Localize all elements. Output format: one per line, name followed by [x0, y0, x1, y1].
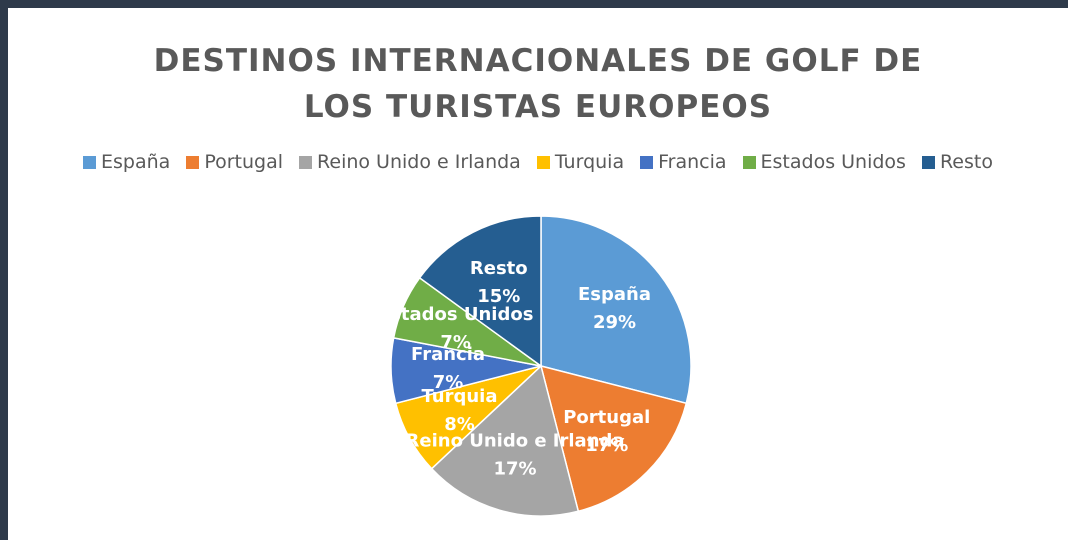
data-label-value: 8%: [444, 414, 475, 435]
data-label-name: Reino Unido e Irlanda: [406, 430, 625, 451]
pie-slice: [539, 364, 688, 513]
legend-label: Turquia: [554, 151, 625, 173]
pie-slice: [430, 364, 580, 517]
data-label-name: Portugal: [563, 407, 650, 428]
legend-swatch: [186, 155, 200, 169]
legend-swatch: [536, 155, 550, 169]
legend-swatch: [640, 155, 654, 169]
legend-item: Resto: [921, 151, 993, 173]
legend-label: Resto: [939, 151, 993, 173]
legend-item: Francia: [640, 151, 727, 173]
legend-swatch: [83, 155, 97, 169]
legend-item: Estados Unidos: [742, 151, 906, 173]
legend-swatch: [299, 155, 313, 169]
data-label-value: 17%: [494, 458, 537, 479]
legend-item: Portugal: [186, 151, 283, 173]
legend-item: Turquia: [536, 151, 625, 173]
legend-label: Reino Unido e Irlanda: [317, 151, 521, 173]
chart-title: DESTINOS INTERNACIONALES DE GOLF DE LOS …: [153, 43, 923, 125]
legend-swatch: [742, 155, 756, 169]
data-label-name: Turquia: [421, 386, 497, 407]
data-label-value: 7%: [440, 332, 471, 353]
data-label-name: Resto: [470, 258, 528, 279]
data-label-value: 17%: [585, 435, 628, 456]
data-label-value: 7%: [433, 372, 464, 393]
pie-slice: [418, 215, 542, 368]
legend-label: España: [101, 151, 171, 173]
data-label-value: 15%: [477, 286, 520, 307]
data-label-name: España: [578, 284, 651, 305]
legend-item: Reino Unido e Irlanda: [299, 151, 521, 173]
legend-label: Portugal: [204, 151, 284, 173]
data-label-name: Francia: [411, 344, 485, 365]
pie-slice: [540, 215, 692, 405]
legend-label: Estados Unidos: [760, 151, 906, 173]
legend-label: Francia: [658, 151, 727, 173]
data-label-name: Estados Unidos: [378, 304, 534, 325]
chart-area: DESTINOS INTERNACIONALES DE GOLF DE LOS …: [8, 8, 1068, 540]
legend: España Portugal Reino Unido e Irlanda Turqu…: [8, 151, 1068, 173]
legend-item: España: [83, 151, 170, 173]
legend-swatch: [921, 155, 935, 169]
data-label-value: 29%: [593, 312, 636, 333]
